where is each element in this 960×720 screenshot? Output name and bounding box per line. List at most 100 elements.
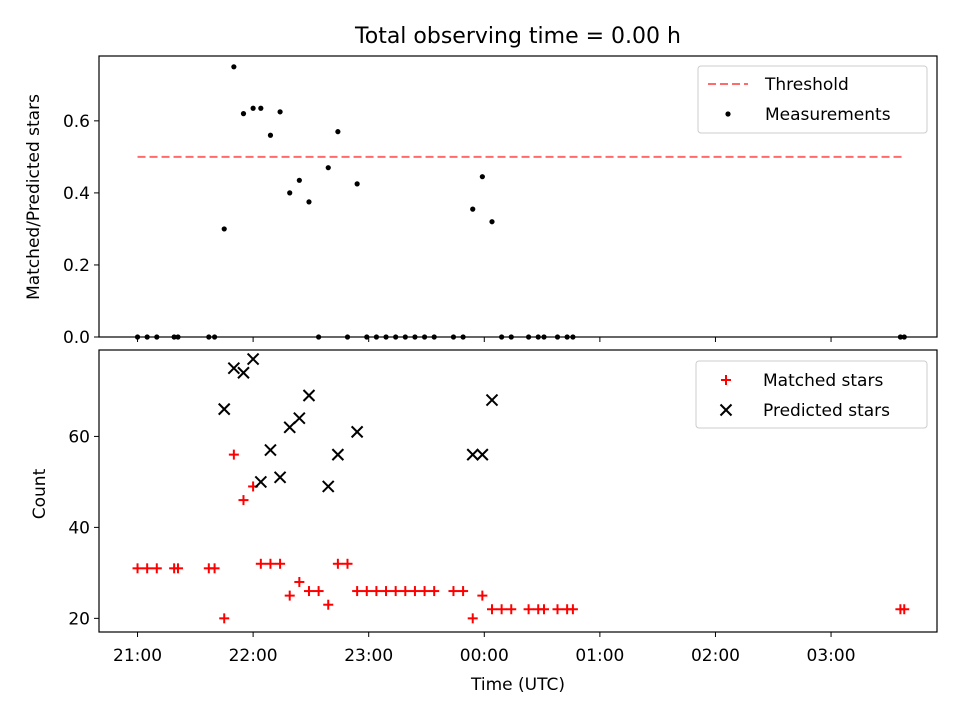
predicted-star-point [273, 471, 287, 484]
measurement-point [231, 64, 237, 70]
predicted-star-point [264, 443, 277, 457]
x-tick-label: 03:00 [807, 646, 856, 666]
matched-star-point [496, 604, 507, 615]
matched-star-point [323, 599, 334, 610]
matched-star-point [409, 586, 420, 597]
measurement-point [354, 181, 360, 187]
matched-star-point [294, 576, 305, 587]
matched-star-point [142, 563, 153, 574]
legend-matched-label: Matched stars [763, 371, 883, 391]
top-panel: 0.0 0.2 0.4 0.6 Matched/Predicted stars Thr… [24, 55, 938, 348]
matched-star-point [132, 563, 143, 574]
y-tick-label: 0.6 [63, 112, 90, 132]
legend-measurements-label: Measurements [765, 105, 891, 125]
top-axes-frame [98, 55, 938, 338]
matched-star-point [255, 558, 266, 569]
measurement-point [250, 105, 256, 111]
top-y-axis: 0.0 0.2 0.4 0.6 [63, 112, 99, 348]
x-tick-label: 21:00 [113, 646, 162, 666]
measurement-point [325, 165, 331, 171]
matched-star-point [400, 586, 411, 597]
measurement-point [267, 132, 274, 138]
matched-star-point [265, 558, 276, 569]
measurement-point [277, 109, 283, 115]
matched-star-point [448, 586, 459, 597]
bottom-axes-frame [98, 349, 938, 633]
matched-star-point [361, 586, 372, 597]
predicted-star-point [283, 421, 296, 434]
top-plot-area [134, 64, 907, 340]
y-tick-label: 40 [68, 518, 90, 538]
x-tick-label: 01:00 [575, 646, 624, 666]
predicted-star-point [331, 448, 345, 461]
matched-star-point [567, 604, 578, 615]
matched-star-point [209, 563, 220, 574]
legend-predicted-label: Predicted stars [763, 401, 890, 421]
predicted-star-point [227, 361, 241, 375]
cross-b [246, 352, 260, 366]
bottom-legend: Matched stars Predicted stars [695, 360, 928, 429]
y-tick-label: 0.0 [63, 328, 90, 348]
top-y-axis-label: Matched/Predicted stars [24, 94, 44, 300]
bottom-plot-area [132, 352, 910, 624]
matched-star-point [429, 586, 440, 597]
predicted-star-point [293, 412, 306, 425]
predicted-star-point [218, 402, 231, 416]
cross-b [293, 412, 306, 425]
legend-threshold-label: Threshold [764, 75, 849, 95]
measurement-point [258, 105, 264, 111]
matched-star-point [303, 586, 314, 597]
predicted-star-point [237, 366, 250, 379]
cross-b [466, 448, 479, 461]
cross-b [254, 475, 268, 489]
cross-b [322, 480, 335, 493]
bottom-x-axis: 21:00 22:00 23:00 00:00 01:00 02:00 03:00 [113, 632, 856, 666]
predicted-star-point [350, 425, 364, 439]
matched-star-point [419, 586, 430, 597]
matched-star-point [523, 604, 534, 615]
cross-b [237, 366, 250, 379]
legend-box [697, 65, 928, 134]
bottom-y-axis-label: Count [30, 468, 50, 519]
predicted-star-point [322, 480, 335, 493]
matched-star-point [477, 590, 488, 601]
predicted-star-point [254, 475, 268, 489]
matched-star-point [284, 590, 295, 601]
legend-box [695, 360, 928, 429]
predicted-star-point [466, 448, 479, 461]
cross-b [264, 443, 277, 457]
y-tick-label: 60 [68, 427, 90, 447]
legend-measurements-swatch [725, 111, 731, 117]
matched-star-point [228, 449, 239, 460]
matched-star-point [371, 586, 382, 597]
measurement-point [335, 129, 341, 135]
cross-b [283, 421, 296, 434]
matched-star-point [539, 604, 550, 615]
y-tick-label: 0.4 [63, 184, 90, 204]
x-tick-label: 22:00 [229, 646, 278, 666]
predicted-star-point [485, 393, 499, 407]
cross-b [273, 471, 287, 484]
measurement-point [296, 177, 302, 183]
matched-star-point [458, 586, 469, 597]
x-tick-label: 02:00 [691, 646, 740, 666]
cross-b [350, 425, 364, 439]
cross-b [218, 402, 231, 416]
matched-star-point [275, 558, 286, 569]
measurement-point [306, 199, 312, 205]
matched-star-point [151, 563, 162, 574]
matched-star-point [506, 604, 517, 615]
matched-star-point [332, 558, 343, 569]
matched-star-point [342, 558, 353, 569]
legend-predicted-swatch [719, 403, 733, 417]
matched-star-point [899, 604, 910, 615]
bottom-y-axis: 20 40 60 [68, 427, 99, 629]
matched-star-point [352, 586, 363, 597]
y-tick-label: 0.2 [63, 256, 90, 276]
matched-star-point [313, 586, 324, 597]
matched-star-point [381, 586, 392, 597]
measurement-point [479, 174, 485, 180]
matched-star-point [552, 604, 563, 615]
predicted-star-point [476, 448, 489, 461]
matched-star-point [238, 495, 249, 506]
